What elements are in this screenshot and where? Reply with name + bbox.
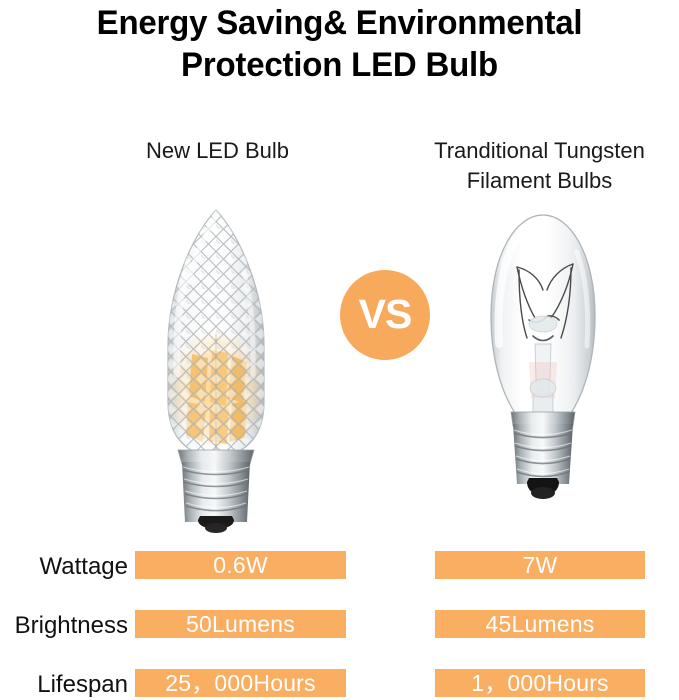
spec-label: Brightness [14,612,128,639]
column-header-right: Tranditional Tungsten Filament Bulbs [400,136,679,196]
spec-bar-right: 1，000Hours [435,669,645,697]
versus-badge: VS [340,270,430,360]
spec-value-left: 50Lumens [185,611,295,637]
spec-bar-left: 25，000Hours [135,669,346,697]
page-title: Energy Saving& Environmental Protection … [0,2,679,86]
spec-value-right: 45Lumens [485,611,595,637]
column-header-left: New LED Bulb [75,136,360,166]
versus-label: VS [358,290,413,337]
column-header-right-line-2: Filament Bulbs [466,168,613,193]
tungsten-bulb-icon [477,212,609,520]
spec-bar-left: 50Lumens [135,610,346,638]
title-line-1: Energy Saving& Environmental [96,4,583,42]
spec-label: Wattage [39,553,129,580]
spec-value-right: 7W [522,552,558,578]
spec-label: Lifespan [37,671,128,698]
spec-value-left: 0.6W [213,552,268,578]
spec-bar-right: 7W [435,551,645,579]
spec-bar-right: 45Lumens [435,610,645,638]
column-header-left-line-1: New LED Bulb [145,138,290,163]
led-bulb-icon [148,206,284,536]
column-header-right-line-1: Tranditional Tungsten [434,138,645,163]
spec-bar-left: 0.6W [135,551,346,579]
title-line-2: Protection LED Bulb [181,46,498,84]
spec-value-left: 25，000Hours [165,670,316,696]
spec-value-right: 1，000Hours [471,670,609,696]
